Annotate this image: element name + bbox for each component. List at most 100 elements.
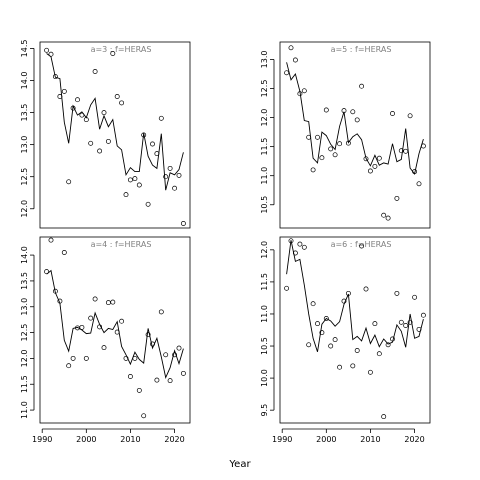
fitted-series-line [46, 269, 184, 379]
observed-point [92, 296, 98, 302]
observed-point [176, 345, 182, 351]
x-tick-label: 2020 [164, 435, 184, 444]
observed-point [88, 140, 94, 146]
observed-point [70, 355, 76, 361]
observed-point [123, 192, 129, 198]
observed-point [83, 355, 89, 361]
y-tick-label: 12.0 [20, 350, 29, 368]
observed-point [127, 177, 133, 183]
y-tick-label: 14.0 [20, 72, 29, 90]
observed-point [172, 185, 178, 191]
observed-point [123, 355, 129, 361]
panel-label: a=5 : f=HERAS [331, 45, 392, 54]
observed-point [420, 312, 426, 318]
observed-point [145, 201, 151, 207]
observed-point [306, 134, 312, 140]
observed-point [83, 117, 89, 123]
observed-point [297, 91, 303, 97]
observed-point [367, 369, 373, 375]
observed-point [163, 352, 169, 358]
observed-point [341, 108, 347, 114]
observed-point [101, 110, 107, 116]
observed-point [315, 321, 320, 327]
observed-point [114, 94, 120, 99]
y-tick-label: 14.0 [20, 246, 29, 264]
y-tick-label: 11.0 [20, 401, 29, 419]
y-tick-label: 13.0 [20, 136, 29, 154]
observed-point [292, 57, 298, 63]
observed-point [372, 163, 378, 169]
observed-point [363, 286, 369, 292]
observed-point [394, 195, 400, 201]
observed-point [363, 156, 369, 162]
observed-point [328, 146, 334, 152]
observed-point [319, 155, 325, 161]
observed-point [119, 318, 125, 324]
observed-point [79, 112, 85, 118]
observed-point [284, 285, 290, 291]
observed-point [97, 324, 103, 330]
x-axis-label: Year [228, 459, 251, 470]
x-tick-label: 1990 [272, 435, 292, 444]
observed-point [44, 47, 50, 53]
observed-point [359, 83, 365, 89]
panel-frame [279, 236, 431, 424]
observed-point [381, 212, 387, 218]
observed-point [284, 70, 290, 76]
y-tick-label: 12.0 [260, 109, 269, 127]
observed-point [92, 69, 98, 74]
observed-point [319, 330, 325, 336]
observed-point [337, 141, 343, 147]
observed-point [61, 88, 67, 94]
observed-point [97, 148, 103, 154]
observed-point [350, 109, 356, 115]
observed-point [390, 111, 395, 116]
observed-point [105, 138, 111, 144]
observed-point [301, 88, 307, 94]
observed-point [403, 148, 409, 154]
observed-point [61, 250, 67, 255]
y-tick-label: 13.5 [20, 272, 29, 290]
observed-point [75, 97, 80, 103]
panel-frame [39, 236, 191, 424]
observed-point [323, 316, 329, 321]
y-tick-label: 11.0 [260, 305, 269, 323]
y-tick-label: 13.0 [20, 298, 29, 316]
observed-point [297, 241, 303, 247]
observed-point [141, 132, 147, 138]
observed-point [385, 342, 391, 348]
observed-point [323, 107, 329, 113]
observed-point [136, 182, 142, 188]
observed-point [350, 363, 356, 369]
panel-label: a=4 : f=HERAS [91, 240, 152, 249]
observed-point [310, 167, 316, 173]
observed-point [132, 176, 138, 182]
y-tick-label: 12.5 [20, 168, 29, 186]
observed-point [119, 100, 125, 106]
observed-point [288, 238, 294, 244]
panel-3: a=4 : f=HERAS 11.0 11.5 12.0 12.5 13.0 13.5 14.… [20, 236, 191, 444]
fitted-series-line [286, 240, 424, 352]
y-tick-label: 12.5 [20, 324, 29, 342]
observed-point [328, 343, 334, 349]
observed-point [301, 244, 307, 250]
observed-point [367, 168, 373, 174]
observed-point [381, 414, 387, 420]
x-tick-label: 2010 [120, 435, 140, 444]
y-tick-label: 11.5 [260, 273, 269, 291]
panel-1: a=3 : f=HERAS 12.0 12.5 13.0 13.5 14.0 14.5 [20, 40, 191, 229]
observed-point [48, 237, 54, 243]
observed-point [288, 45, 294, 51]
observed-point [310, 301, 316, 307]
y-tick-label: 11.5 [20, 375, 29, 393]
y-tick-label: 13.0 [260, 51, 269, 69]
panel-2: a=5 : f=HERAS 10.5 11.0 11.5 12.0 12.5 13.0 [260, 41, 431, 229]
observed-point [385, 215, 391, 221]
fitted-series-line [286, 62, 424, 175]
observed-point [150, 341, 155, 347]
observed-point [132, 355, 138, 361]
observed-point [180, 221, 186, 226]
observed-point [66, 363, 72, 369]
observed-point [412, 294, 418, 300]
observed-point [390, 336, 395, 342]
